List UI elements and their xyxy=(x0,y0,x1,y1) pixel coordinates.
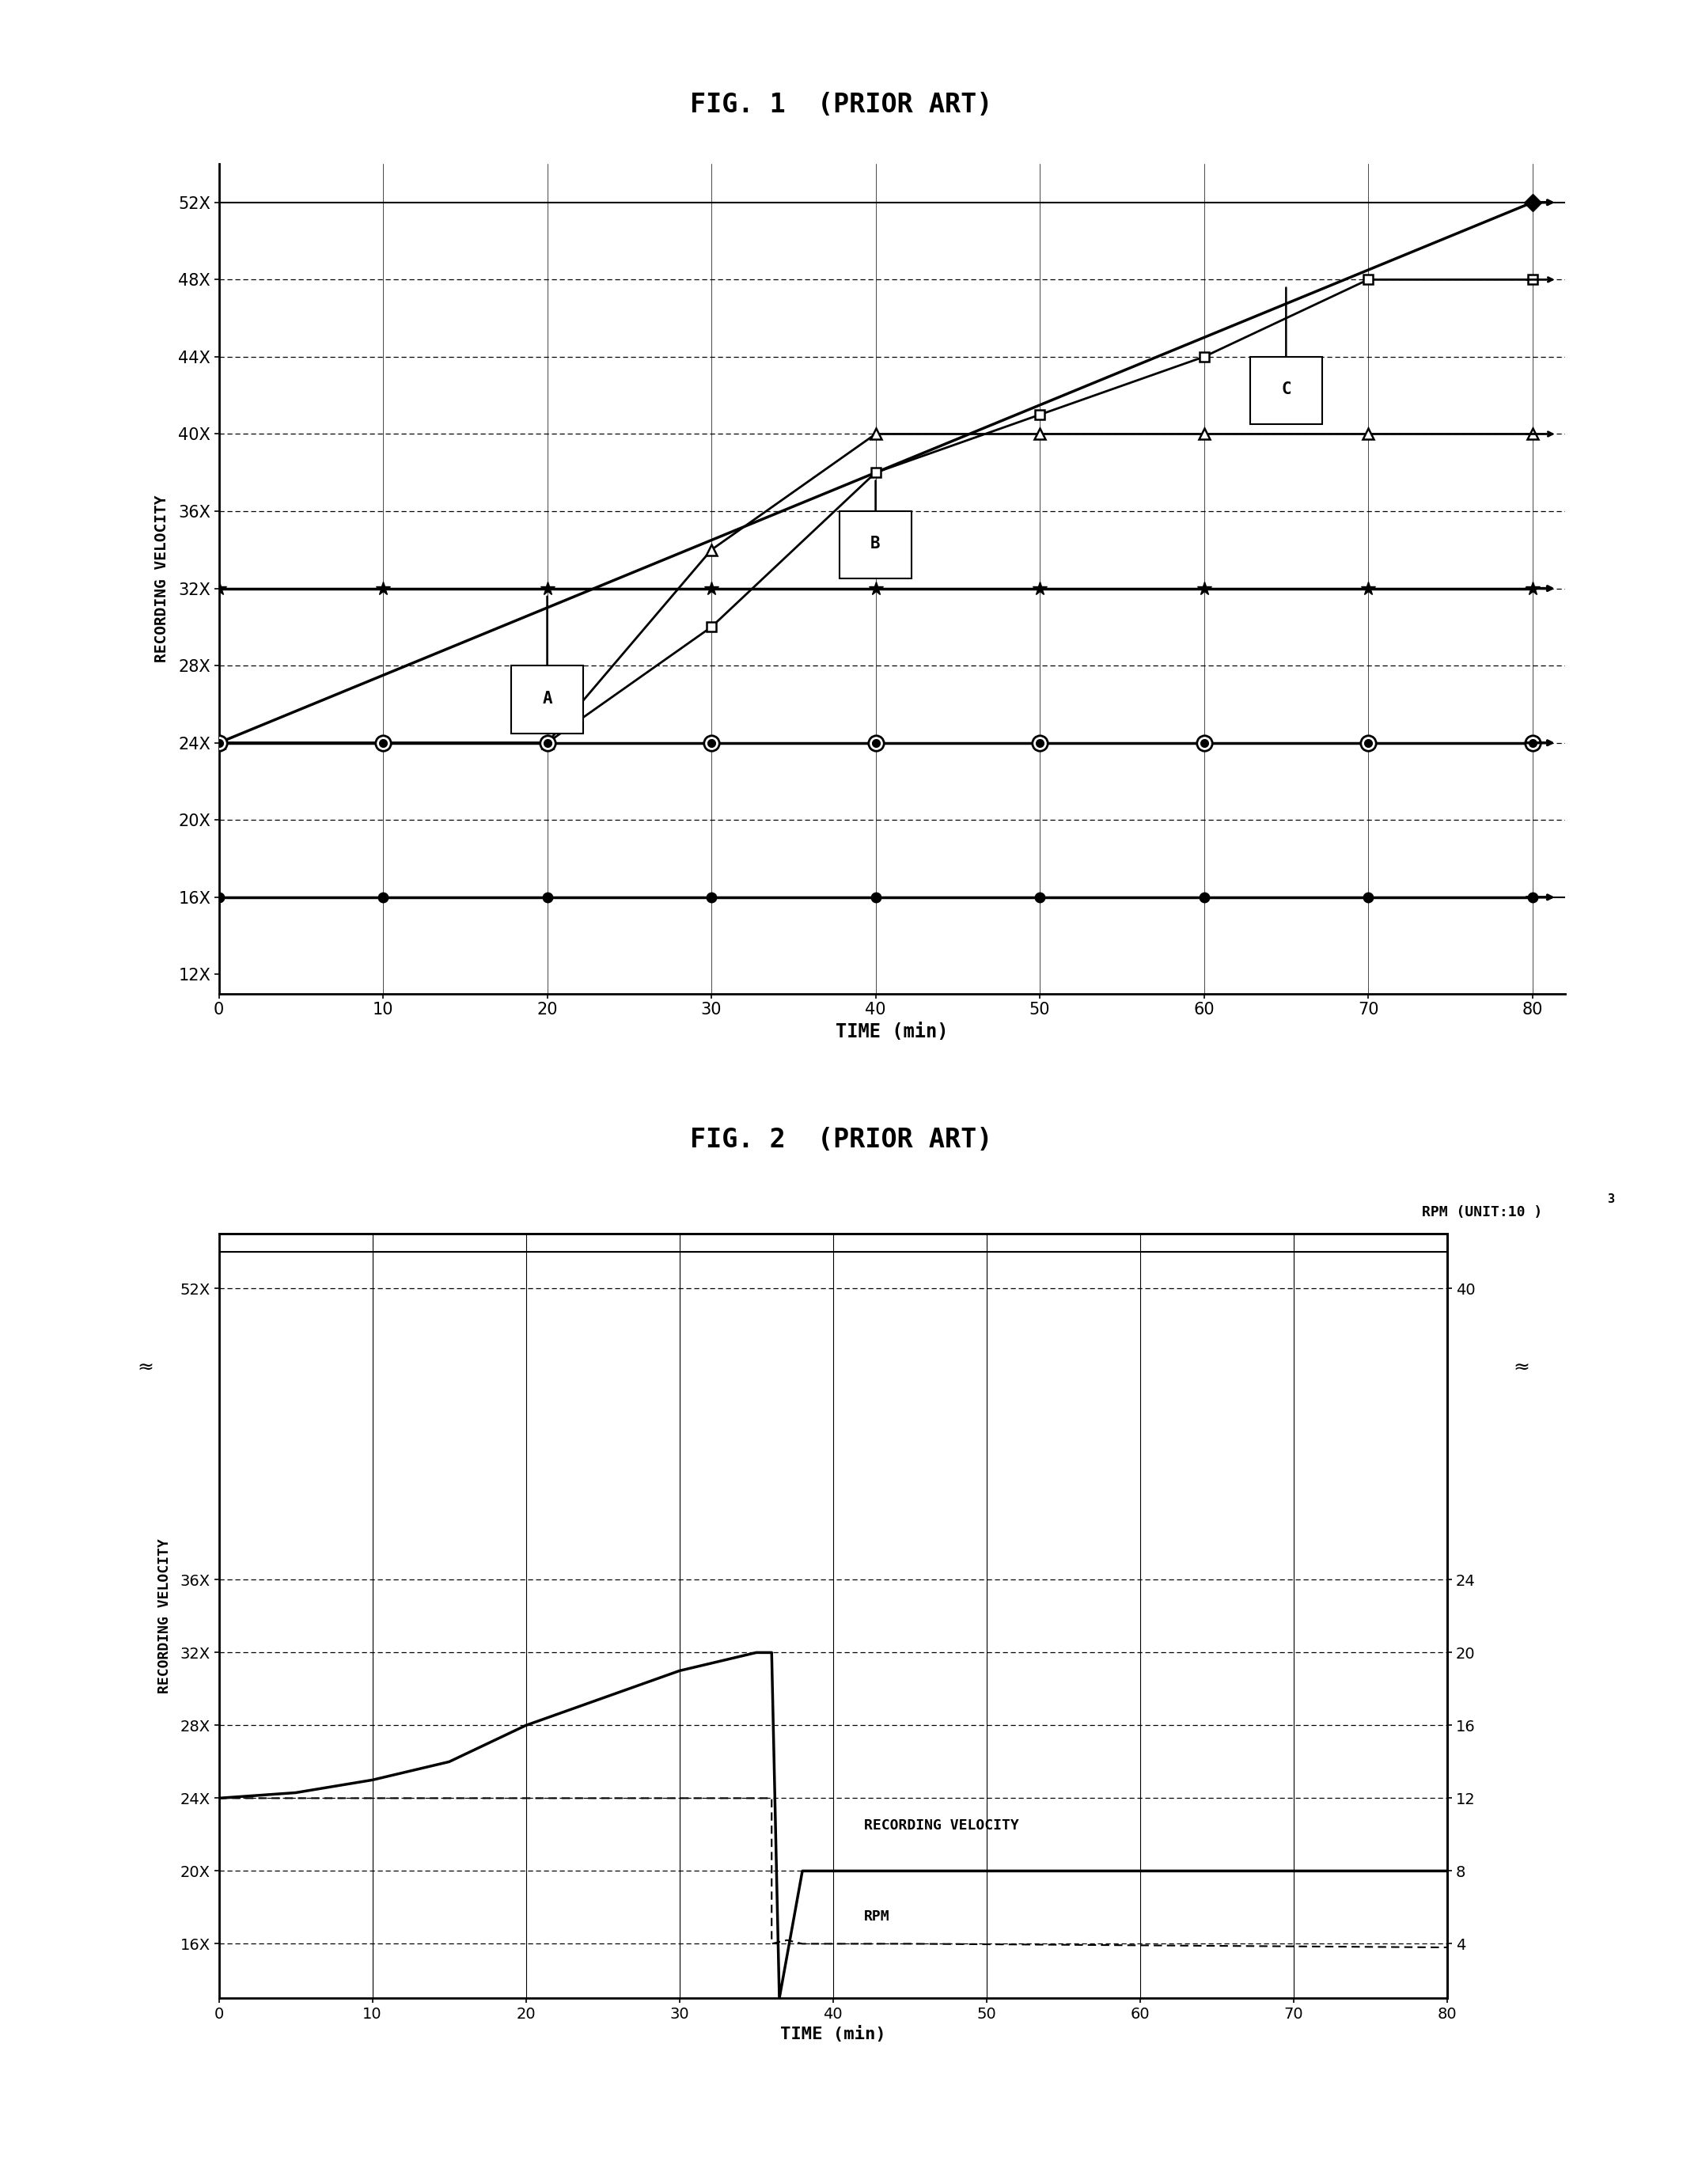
Text: A: A xyxy=(542,690,552,705)
Y-axis label: RECORDING VELOCITY: RECORDING VELOCITY xyxy=(157,1540,172,1693)
Text: FIG. 1  (PRIOR ART): FIG. 1 (PRIOR ART) xyxy=(690,92,993,118)
Text: RPM: RPM xyxy=(863,1909,890,1924)
Text: RECORDING VELOCITY: RECORDING VELOCITY xyxy=(863,1819,1018,1832)
Text: ≈: ≈ xyxy=(1513,1358,1530,1378)
Text: RPM (UNIT:10 ): RPM (UNIT:10 ) xyxy=(1422,1206,1543,1219)
X-axis label: TIME (min): TIME (min) xyxy=(781,2027,885,2042)
Text: FIG. 2  (PRIOR ART): FIG. 2 (PRIOR ART) xyxy=(690,1127,993,1153)
Bar xyxy=(512,666,584,734)
Text: ≈: ≈ xyxy=(136,1358,153,1378)
Text: B: B xyxy=(870,535,880,553)
Text: 3: 3 xyxy=(1607,1192,1614,1206)
Bar xyxy=(840,511,912,579)
X-axis label: TIME (min): TIME (min) xyxy=(836,1022,948,1042)
Text: C: C xyxy=(1281,382,1291,397)
Y-axis label: RECORDING VELOCITY: RECORDING VELOCITY xyxy=(155,496,170,662)
Bar xyxy=(1250,356,1323,424)
